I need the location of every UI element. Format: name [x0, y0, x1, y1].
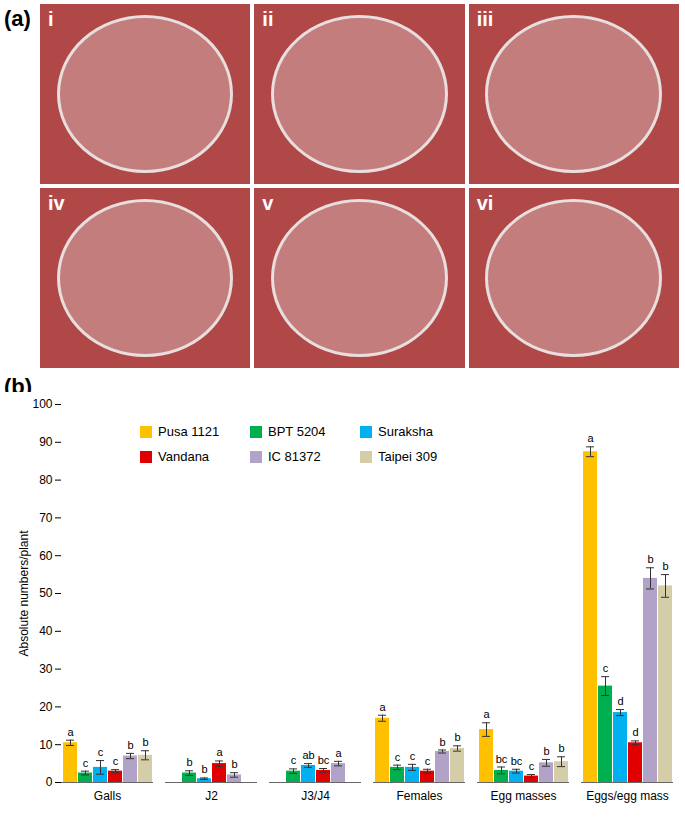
- html-text:vi: vi: [476, 192, 494, 214]
- svg-text:Females: Females: [396, 789, 442, 803]
- svg-text:d: d: [617, 695, 623, 707]
- html-text:BPT 5204: BPT 5204: [268, 424, 326, 439]
- svg-text:20: 20: [39, 700, 53, 714]
- svg-text:30: 30: [39, 662, 53, 676]
- svg-text:a: a: [67, 726, 74, 738]
- html-text:Vandana: Vandana: [158, 449, 210, 464]
- html-text:(a): (a): [4, 6, 31, 31]
- html-text:(b): (b): [4, 374, 33, 399]
- svg-text:bc: bc: [496, 753, 508, 765]
- svg-text:b: b: [127, 739, 133, 751]
- svg-text:c: c: [113, 755, 119, 767]
- svg-text:90: 90: [39, 435, 53, 449]
- svg-text:b: b: [142, 736, 148, 748]
- html-text:i: i: [48, 8, 54, 30]
- html-text:v: v: [262, 192, 274, 214]
- svg-text:c: c: [425, 755, 431, 767]
- svg-text:b: b: [558, 742, 564, 754]
- svg-text:b: b: [543, 745, 549, 757]
- svg-text:c: c: [603, 662, 609, 674]
- svg-text:80: 80: [39, 473, 53, 487]
- svg-text:a: a: [587, 432, 594, 444]
- svg-text:J2: J2: [205, 789, 218, 803]
- svg-text:Egg masses: Egg masses: [490, 789, 556, 803]
- html-text:Taipei 309: Taipei 309: [378, 449, 438, 464]
- svg-text:a: a: [335, 747, 342, 759]
- svg-text:Absolute numbers/plant: Absolute numbers/plant: [17, 530, 31, 657]
- svg-text:c: c: [291, 754, 297, 766]
- svg-text:b: b: [662, 560, 668, 572]
- svg-text:b: b: [201, 763, 207, 775]
- svg-text:Eggs/egg mass: Eggs/egg mass: [586, 789, 669, 803]
- svg-text:bc: bc: [511, 755, 523, 767]
- svg-text:a: a: [379, 701, 386, 713]
- html-text:ii: ii: [262, 8, 274, 30]
- svg-text:c: c: [395, 751, 401, 763]
- svg-text:40: 40: [39, 624, 53, 638]
- svg-text:0: 0: [46, 775, 53, 789]
- svg-text:bc: bc: [318, 754, 330, 766]
- svg-text:J3/J4: J3/J4: [301, 789, 330, 803]
- svg-text:b: b: [231, 758, 237, 770]
- html-text:IC 81372: IC 81372: [268, 449, 321, 464]
- html-text:iv: iv: [48, 192, 65, 214]
- svg-text:10: 10: [39, 738, 53, 752]
- svg-text:70: 70: [39, 511, 53, 525]
- svg-text:c: c: [529, 760, 535, 772]
- html-text:iii: iii: [476, 8, 494, 30]
- svg-text:c: c: [83, 757, 89, 769]
- svg-text:d: d: [632, 726, 638, 738]
- svg-text:a: a: [483, 708, 490, 720]
- svg-text:b: b: [186, 756, 192, 768]
- svg-text:b: b: [454, 731, 460, 743]
- html-text:Pusa 1121: Pusa 1121: [158, 424, 220, 439]
- svg-text:c: c: [98, 746, 104, 758]
- svg-text:a: a: [216, 746, 223, 758]
- svg-text:60: 60: [39, 549, 53, 563]
- html-text:Suraksha: Suraksha: [378, 424, 433, 439]
- svg-text:50: 50: [39, 586, 53, 600]
- svg-text:c: c: [410, 750, 416, 762]
- svg-text:b: b: [647, 553, 653, 565]
- svg-text:b: b: [439, 736, 445, 748]
- svg-text:ab: ab: [302, 749, 314, 761]
- svg-text:Galls: Galls: [94, 789, 121, 803]
- svg-text:100: 100: [32, 397, 52, 411]
